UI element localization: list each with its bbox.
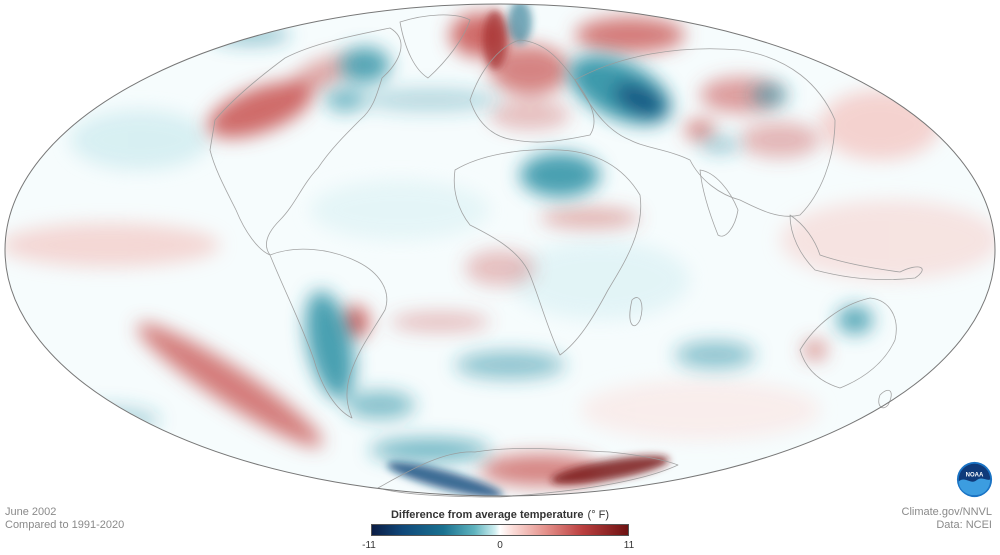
asia-outline xyxy=(574,48,836,217)
south-america-outline xyxy=(269,248,388,419)
legend-unit: (° F) xyxy=(587,509,610,521)
antarctica-outline xyxy=(377,448,679,498)
legend-title: Difference from average temperature (° F) xyxy=(370,509,630,521)
africa-outline xyxy=(453,149,642,356)
europe-outline xyxy=(469,39,595,143)
map-info-left: June 2002 Compared to 1991-2020 xyxy=(5,506,124,532)
india-outline xyxy=(699,169,739,237)
noaa-logo-icon: NOAA xyxy=(956,461,993,498)
noaa-logo-text: NOAA xyxy=(966,473,984,479)
legend-tick-mid: 0 xyxy=(497,540,503,551)
temperature-anomaly-map xyxy=(4,3,996,498)
map-info-right: Climate.gov/NNVL Data: NCEI xyxy=(902,506,992,532)
data-source-label: Data: NCEI xyxy=(936,519,992,531)
legend-color-bar xyxy=(371,524,629,536)
southeast-asia-outline xyxy=(789,214,923,280)
date-label: June 2002 xyxy=(5,506,57,518)
legend-tick-max: 11 xyxy=(623,540,635,551)
greenland-outline xyxy=(399,14,471,79)
source-site-label: Climate.gov/NNVL xyxy=(901,506,992,518)
madagascar-outline xyxy=(629,297,643,326)
legend-tick-min: -11 xyxy=(362,540,376,551)
anomaly-fields xyxy=(5,4,995,496)
coastlines xyxy=(209,14,923,498)
north-america-outline xyxy=(209,27,402,256)
australia-outline xyxy=(799,297,897,389)
baseline-label: Compared to 1991-2020 xyxy=(5,519,125,531)
legend-title-text: Difference from average temperature xyxy=(390,509,584,521)
globe-outline xyxy=(4,3,996,497)
new-zealand-outline xyxy=(878,389,892,409)
